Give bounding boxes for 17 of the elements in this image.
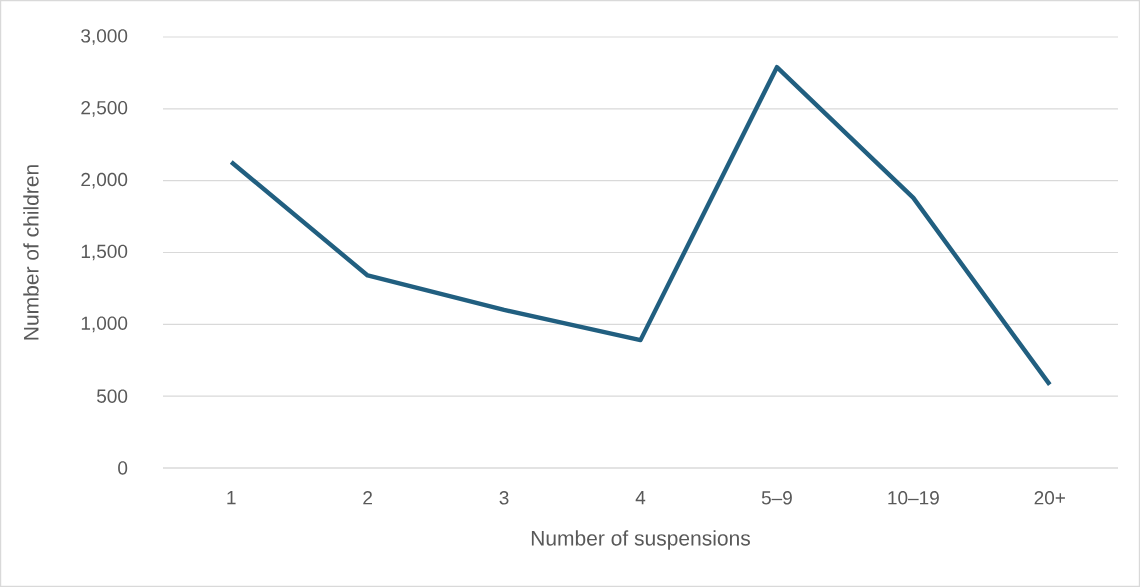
x-tick-label: 2 (363, 491, 372, 505)
y-tick-label: 2,500 (81, 100, 128, 117)
y-tick-label: 1,500 (81, 244, 128, 261)
x-axis-title: Number of suspensions (531, 530, 750, 550)
y-tick-label: 2,000 (81, 172, 128, 189)
x-tick-label: 10–19 (888, 491, 939, 505)
y-tick-label: 0 (118, 461, 128, 475)
x-tick-label: 1 (227, 491, 236, 505)
x-tick-label: 3 (499, 491, 509, 505)
x-tick-label: 20+ (1034, 491, 1065, 505)
y-tick-label: 3,000 (81, 29, 128, 45)
x-tick-label: 4 (635, 491, 646, 505)
y-tick-label: 500 (96, 389, 128, 403)
x-tick-label: 5–9 (761, 491, 792, 505)
y-axis-title: Number of children (23, 165, 39, 340)
line-series (229, 64, 1052, 387)
y-tick-label: 1,000 (81, 316, 128, 333)
